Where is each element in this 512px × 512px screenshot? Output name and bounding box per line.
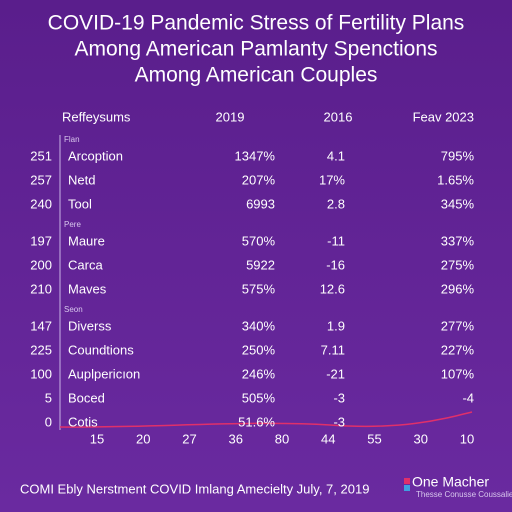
- title-line: COVID-19 Pandemic Stress of Fertility Pl…: [48, 12, 465, 35]
- logo-icon: [404, 485, 410, 491]
- axis-label: 27: [182, 431, 196, 446]
- table-cell: Carca: [68, 257, 103, 272]
- axis-label: 10: [460, 431, 474, 446]
- row-number: 257: [30, 172, 52, 187]
- row-number: 5: [45, 390, 52, 405]
- table-cell: 340%: [242, 318, 276, 333]
- table-cell: -3: [333, 390, 345, 405]
- group-label: Flan: [64, 135, 80, 144]
- table-cell: 337%: [441, 233, 475, 248]
- header-cell: 2019: [216, 109, 245, 124]
- row-number: 210: [30, 281, 52, 296]
- table-cell: 296%: [441, 281, 475, 296]
- header-cell: 2016: [324, 109, 353, 124]
- table-cell: Boced: [68, 390, 105, 405]
- table-cell: 1.9: [327, 318, 345, 333]
- axis-label: 20: [136, 431, 150, 446]
- table-cell: Arcoption: [68, 148, 123, 163]
- row-number: 251: [30, 148, 52, 163]
- axis-label: 44: [321, 431, 335, 446]
- row-number: 197: [30, 233, 52, 248]
- axis-label: 80: [275, 431, 289, 446]
- table-cell: 275%: [441, 257, 475, 272]
- table-cell: 7.11: [321, 342, 345, 357]
- row-number: 100: [30, 366, 52, 381]
- table-cell: -21: [326, 366, 345, 381]
- logo-name: One Macher: [412, 474, 489, 490]
- logo-tagline: Thesse Conusse Coussalies: [416, 490, 512, 499]
- group-label: Seon: [64, 305, 83, 314]
- table-cell: 4.1: [327, 148, 345, 163]
- table-cell: Maves: [68, 281, 107, 296]
- group-label: Pere: [64, 220, 81, 229]
- axis-label: 15: [90, 431, 104, 446]
- table-cell: 51.6%: [238, 414, 275, 429]
- table-cell: Maure: [68, 233, 105, 248]
- title-line: Among American Couples: [135, 64, 378, 87]
- axis-label: 36: [229, 431, 243, 446]
- table-cell: 575%: [242, 281, 276, 296]
- row-number: 240: [30, 196, 52, 211]
- table-cell: -4: [462, 390, 474, 405]
- table-cell: -11: [327, 233, 345, 248]
- trend-line: [59, 411, 473, 428]
- row-number: 200: [30, 257, 52, 272]
- table-cell: 6993: [246, 196, 275, 211]
- table-cell: -16: [326, 257, 345, 272]
- table-cell: Tool: [68, 196, 92, 211]
- table-cell: 17%: [319, 172, 345, 187]
- logo-icon: [404, 478, 410, 484]
- axis-label: 55: [367, 431, 381, 446]
- table-cell: 795%: [441, 148, 475, 163]
- table-cell: 2.8: [327, 196, 345, 211]
- table-cell: 12.6: [320, 281, 345, 296]
- table-cell: 345%: [441, 196, 475, 211]
- table-cell: -3: [333, 414, 345, 429]
- axis-label: 30: [414, 431, 428, 446]
- table-cell: 1347%: [235, 148, 276, 163]
- table-cell: 5922: [246, 257, 275, 272]
- row-number: 225: [30, 342, 52, 357]
- table: Reffeysums 2019 2016 Feav 2023 Flan 251 Arcopt…: [30, 109, 474, 446]
- table-cell: 570%: [242, 233, 276, 248]
- table-cell: 227%: [441, 342, 475, 357]
- header-cell: Feav 2023: [413, 109, 474, 124]
- table-cell: Diverss: [68, 318, 112, 333]
- table-cell: Auplpericıon: [68, 366, 140, 381]
- row-number: 0: [45, 414, 52, 429]
- table-cell: 250%: [242, 342, 276, 357]
- table-cell: Cotis: [68, 414, 98, 429]
- table-cell: 207%: [242, 172, 276, 187]
- table-cell: 246%: [242, 366, 276, 381]
- header-cell: Reffeysums: [62, 109, 131, 124]
- title-line: Among American Pamlanty Spenctions: [74, 38, 437, 61]
- table-cell: 1.65%: [437, 172, 474, 187]
- footer: COMI Ebly Nerstment COVID Imlang Ameciel…: [20, 481, 369, 496]
- table-cell: 107%: [441, 366, 475, 381]
- table-cell: Coundtions: [68, 342, 134, 357]
- row-number: 147: [30, 318, 52, 333]
- table-cell: 277%: [441, 318, 475, 333]
- table-cell: 505%: [242, 390, 276, 405]
- table-cell: Netd: [68, 172, 95, 187]
